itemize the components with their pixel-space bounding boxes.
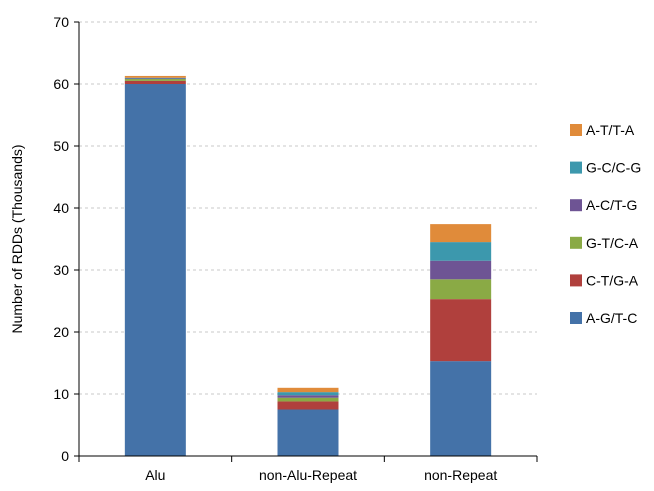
bar-segment: [124, 79, 186, 81]
bar-segment: [430, 224, 492, 243]
legend-label: A-G/T-C: [586, 310, 637, 326]
bar-segment: [277, 387, 339, 393]
legend: A-T/T-A G-C/C-G A-C/T-G G-T/C-A C-T/G-A A-G/T…: [570, 122, 641, 326]
y-tick-label: 10: [53, 386, 69, 402]
bar-segment: [430, 242, 492, 261]
bar-segment: [277, 395, 339, 398]
y-tick-label: 0: [61, 448, 69, 464]
legend-swatch: [570, 312, 582, 324]
legend-label: A-T/T-A: [586, 122, 635, 138]
bar-segment: [124, 78, 186, 80]
bar-segment: [124, 75, 186, 78]
legend-label: G-T/C-A: [586, 235, 639, 251]
legend-swatch: [570, 124, 582, 136]
x-tick-label: non-Alu-Repeat: [259, 467, 357, 483]
legend-swatch: [570, 236, 582, 249]
bar-segment: [277, 392, 339, 396]
y-axis-title: Number of RDDs (Thousands): [9, 144, 25, 333]
bar-segment: [430, 279, 492, 300]
bar-segment: [124, 80, 186, 84]
y-tick-label: 30: [53, 262, 69, 278]
y-tick-label: 70: [53, 14, 69, 30]
legend-swatch: [570, 274, 582, 287]
bar-segment: [430, 361, 492, 456]
y-tick-label: 20: [53, 324, 69, 340]
legend-label: C-T/G-A: [586, 272, 639, 288]
axes: 0 10 20 30 40 50 60 70 Alu non-Alu-Repeat non-Repe…: [53, 14, 538, 483]
bar-segment: [124, 84, 186, 456]
bar-segment: [124, 77, 186, 79]
y-tick-label: 40: [53, 200, 69, 216]
bars: [124, 75, 492, 456]
legend-swatch: [570, 161, 582, 174]
y-tick-label: 60: [53, 76, 69, 92]
legend-swatch: [570, 199, 582, 212]
x-tick-label: non-Repeat: [424, 467, 497, 483]
legend-label: A-C/T-G: [586, 197, 637, 213]
bar-segment: [430, 260, 492, 280]
y-tick-label: 50: [53, 138, 69, 154]
legend-label: G-C/C-G: [586, 160, 641, 176]
bar-segment: [277, 409, 339, 456]
bar-segment: [277, 397, 339, 402]
bar-segment: [430, 299, 492, 362]
x-tick-label: Alu: [145, 467, 165, 483]
bar-segment: [277, 401, 339, 410]
